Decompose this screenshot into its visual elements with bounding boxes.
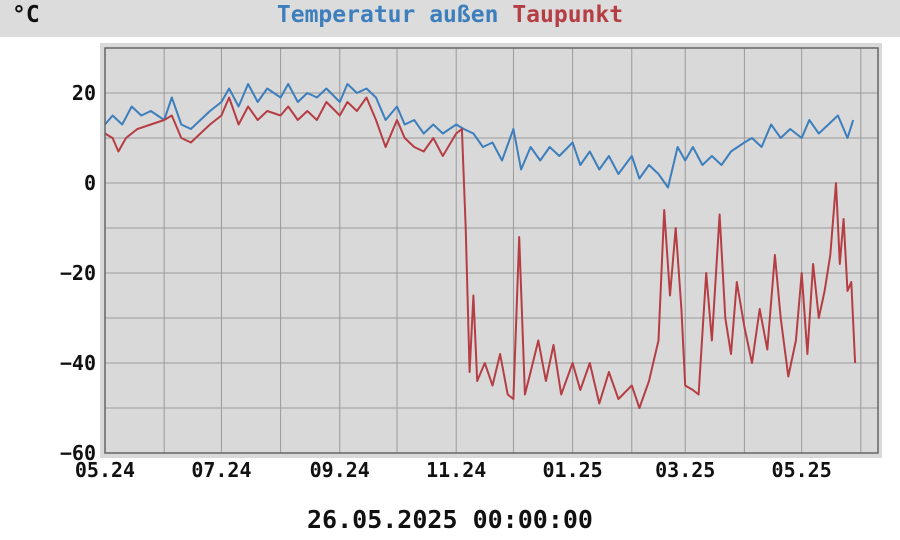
timestamp: 26.05.2025 00:00:00 [307, 505, 593, 534]
x-axis: 05.24 07.24 09.24 11.24 01.25 03.25 05.25 [75, 458, 832, 482]
y-tick-label: −40 [60, 351, 96, 375]
x-tick-label: 09.24 [310, 458, 370, 482]
legend-temperature: Temperatur außen [276, 2, 499, 28]
y-axis: 20 0 −20 −40 −60 [60, 81, 96, 465]
y-tick-label: 20 [72, 81, 96, 105]
series-temperature-line [104, 83, 855, 189]
y-tick-label: −20 [60, 261, 96, 285]
y-tick-label: −60 [60, 441, 96, 465]
x-tick-label: 01.25 [543, 458, 603, 482]
series-layer [104, 83, 857, 409]
plot-frame [104, 47, 879, 454]
plot-area [100, 43, 882, 458]
x-tick-label: 03.25 [655, 458, 715, 482]
header-bar [0, 0, 900, 37]
x-tick-label: 05.25 [772, 458, 832, 482]
x-tick-label: 07.24 [191, 458, 251, 482]
legend-dewpoint: Taupunkt [512, 2, 624, 28]
y-tick-label: 0 [84, 171, 96, 195]
legend: Temperatur außen Taupunkt [0, 2, 900, 28]
unit-label: °C [12, 2, 40, 28]
x-tick-label: 05.24 [75, 458, 135, 482]
x-tick-label: 11.24 [426, 458, 486, 482]
series-dewpoint-line [104, 96, 857, 409]
